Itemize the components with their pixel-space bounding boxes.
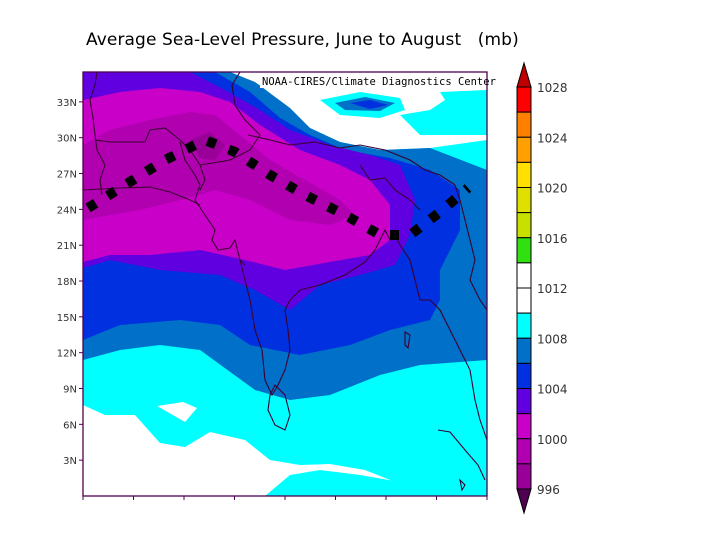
colorbar-segment (517, 263, 531, 288)
lat-tick-label: 18N (57, 277, 77, 288)
lat-tick-label: 30N (57, 134, 77, 145)
lat-tick-label: 15N (57, 313, 77, 324)
colorbar: 1028 1024 1020 1016 1012 1008 1004 1000 996 (517, 63, 568, 513)
lat-tick-label: 3N (63, 456, 77, 467)
lat-tick-label: 12N (57, 349, 77, 360)
colorbar-segment (517, 288, 531, 313)
colorbar-label: 1024 (537, 131, 568, 145)
colorbar-label: 996 (537, 483, 560, 497)
lat-tick-label: 6N (63, 420, 77, 431)
colorbar-segment (517, 213, 531, 238)
colorbar-segment (517, 414, 531, 439)
lat-tick-label: 24N (57, 205, 77, 216)
colorbar-label: 1004 (537, 383, 568, 397)
colorbar-segment (517, 389, 531, 414)
lat-tick-label: 27N (57, 170, 77, 181)
pressure-map: NOAA-CIRES/Climate Diagnostics Center 33… (0, 0, 720, 540)
colorbar-label: 1028 (537, 81, 568, 95)
colorbar-label: 1008 (537, 332, 568, 346)
colorbar-arrow-bottom (517, 489, 531, 513)
colorbar-label: 1020 (537, 182, 568, 196)
colorbar-segment (517, 188, 531, 213)
credit-text: NOAA-CIRES/Climate Diagnostics Center (262, 76, 496, 88)
colorbar-segment (517, 162, 531, 187)
colorbar-label: 1000 (537, 433, 568, 447)
colorbar-segment (517, 112, 531, 137)
colorbar-segment (517, 439, 531, 464)
pressure-field (83, 72, 487, 496)
colorbar-label: 1012 (537, 282, 568, 296)
colorbar-segment (517, 464, 531, 489)
colorbar-segment (517, 137, 531, 162)
lat-tick-label: 9N (63, 385, 77, 396)
colorbar-segment (517, 338, 531, 363)
colorbar-segment (517, 87, 531, 112)
latitude-axis: 33N 30N 27N 24N 21N 18N 15N 12N 9N 6N 3N (57, 98, 83, 467)
lat-tick-label: 33N (57, 98, 77, 109)
colorbar-segment (517, 238, 531, 263)
lat-tick-label: 21N (57, 241, 77, 252)
credit-box: NOAA-CIRES/Climate Diagnostics Center (260, 73, 496, 88)
colorbar-arrow-top (517, 63, 531, 87)
colorbar-segment (517, 313, 531, 338)
colorbar-label: 1016 (537, 232, 568, 246)
colorbar-segment (517, 363, 531, 388)
